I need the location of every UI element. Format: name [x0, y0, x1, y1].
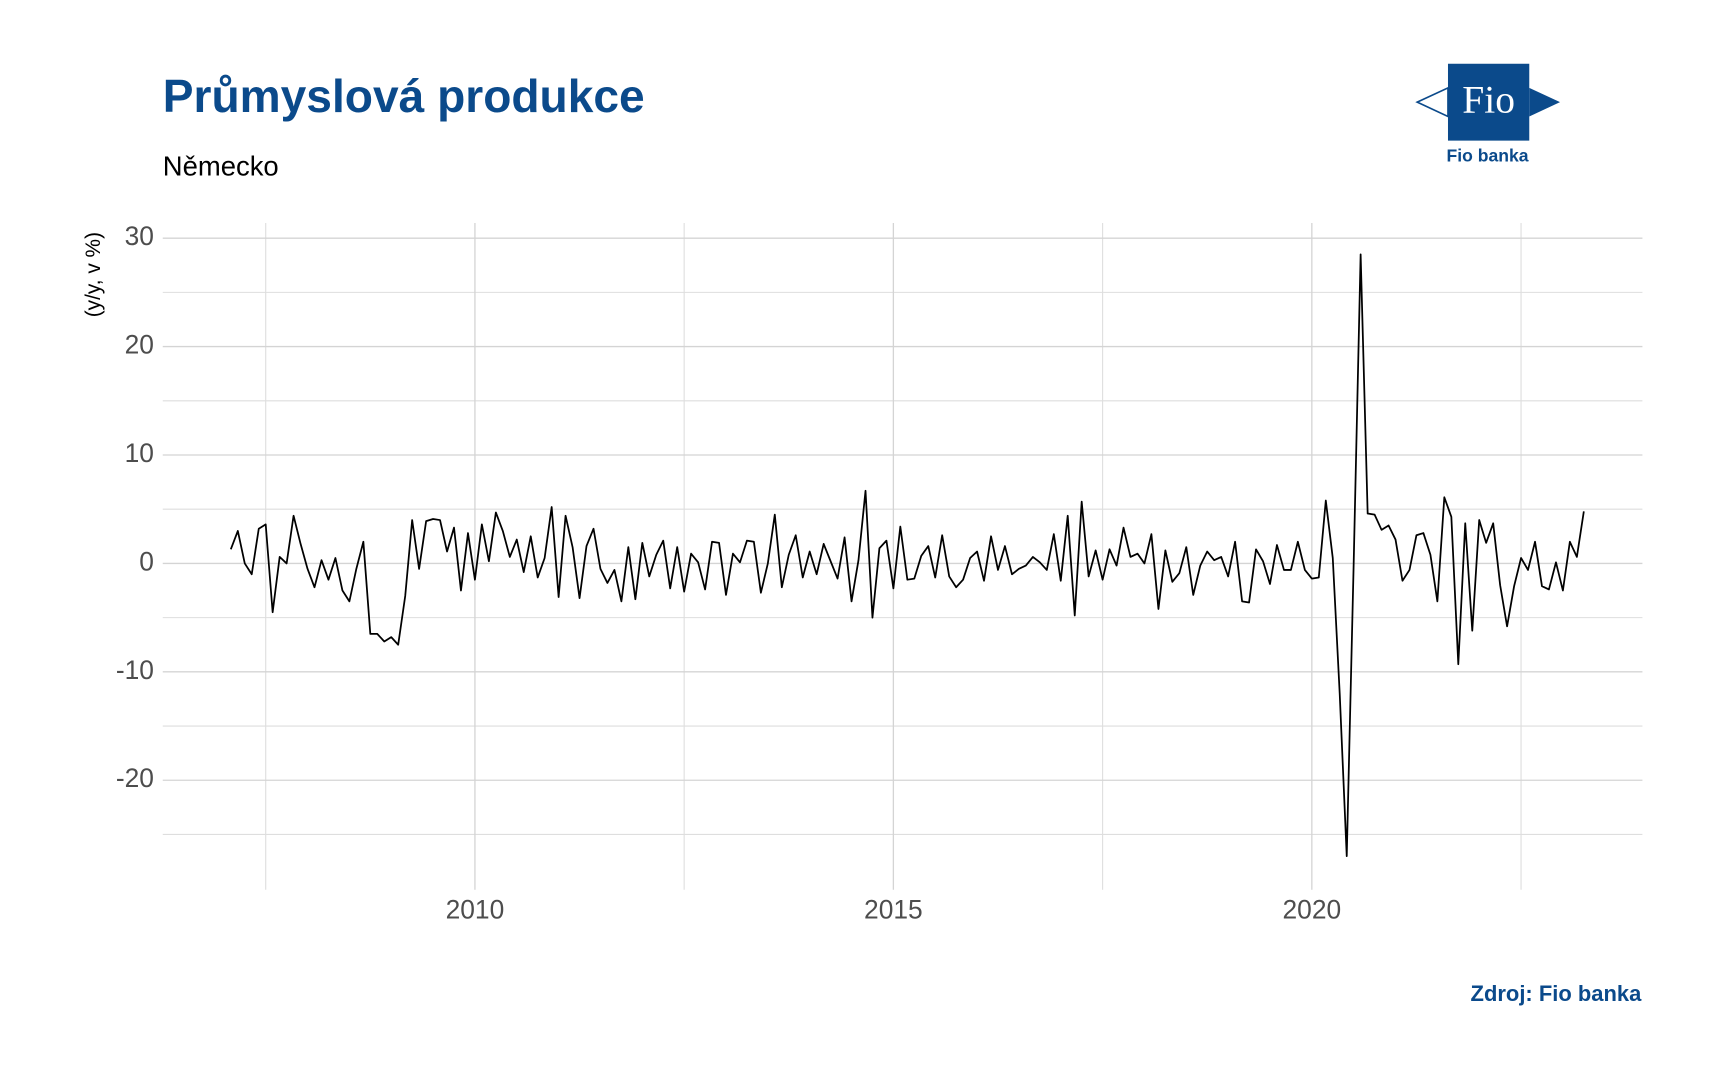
chart-title: Průmyslová produkce: [163, 70, 645, 122]
y-tick-label: 30: [125, 221, 154, 251]
y-axis-label: (y/y, v %): [82, 232, 105, 317]
y-tick-label: 10: [125, 438, 154, 468]
y-tick-label: 0: [139, 546, 154, 576]
x-tick-label: 2010: [446, 895, 505, 925]
x-tick-label: 2015: [864, 895, 923, 925]
source: Zdroj: Fio banka: [1471, 981, 1643, 1006]
plot-area: -20 -10 0 10 20 30 2010 2015 2020: [116, 221, 1643, 925]
x-tick-label: 2020: [1283, 895, 1342, 925]
logo-shape: [1447, 63, 1530, 141]
logo-text: Fio: [1462, 77, 1515, 121]
logo-shape: [1415, 86, 1449, 118]
logo-shape: [1529, 87, 1561, 117]
logo-caption: Fio banka: [1447, 146, 1529, 166]
logo: Fio Fio banka: [1415, 63, 1561, 166]
y-tick-label: 20: [125, 330, 154, 360]
chart-subtitle: Německo: [163, 150, 279, 181]
y-tick-label: -20: [116, 763, 154, 793]
y-tick-label: -10: [116, 655, 154, 685]
data-line: [229, 253, 1585, 858]
